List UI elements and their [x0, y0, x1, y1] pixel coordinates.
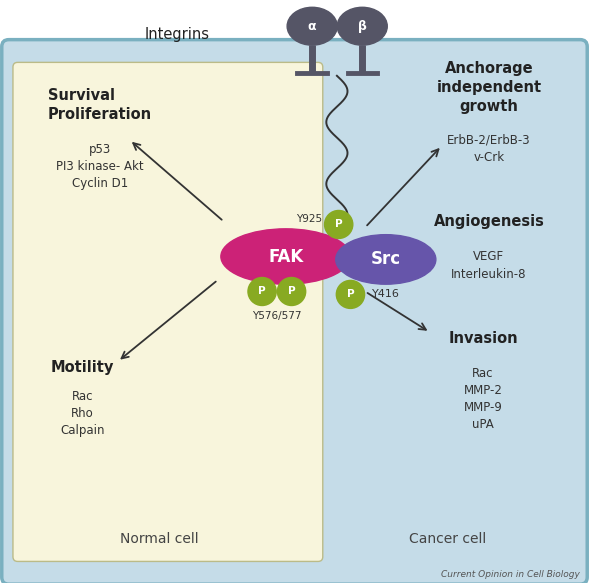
- Circle shape: [336, 280, 365, 308]
- Text: Invasion: Invasion: [448, 331, 518, 346]
- Text: α: α: [308, 20, 316, 33]
- Text: FAK: FAK: [268, 248, 303, 265]
- Text: P: P: [288, 286, 295, 297]
- Circle shape: [277, 278, 306, 305]
- FancyBboxPatch shape: [13, 62, 323, 561]
- FancyBboxPatch shape: [2, 40, 587, 583]
- Text: Angiogenesis: Angiogenesis: [434, 214, 544, 229]
- Text: Survival
Proliferation: Survival Proliferation: [48, 88, 152, 122]
- Text: Rac
MMP-2
MMP-9
uPA: Rac MMP-2 MMP-9 uPA: [464, 367, 502, 431]
- Text: Integrins: Integrins: [144, 27, 209, 43]
- Text: VEGF
Interleukin-8: VEGF Interleukin-8: [451, 250, 527, 281]
- Ellipse shape: [336, 235, 436, 284]
- Text: β: β: [358, 20, 367, 33]
- Text: Src: Src: [370, 251, 401, 268]
- Ellipse shape: [287, 7, 337, 45]
- Text: P: P: [259, 286, 266, 297]
- Ellipse shape: [221, 229, 350, 284]
- Text: P: P: [347, 289, 354, 300]
- Text: p53
PI3 kinase- Akt
Cyclin D1: p53 PI3 kinase- Akt Cyclin D1: [57, 143, 144, 189]
- Circle shape: [325, 210, 353, 238]
- Text: Rac
Rho
Calpain: Rac Rho Calpain: [60, 391, 105, 437]
- Text: ErbB-2/ErbB-3
v-Crk: ErbB-2/ErbB-3 v-Crk: [447, 133, 531, 164]
- Text: P: P: [335, 219, 342, 230]
- Text: Current Opinion in Cell Biology: Current Opinion in Cell Biology: [441, 570, 580, 579]
- Ellipse shape: [337, 7, 387, 45]
- Text: Cancer cell: Cancer cell: [409, 532, 487, 546]
- Text: Y925: Y925: [296, 213, 322, 224]
- Text: Motility: Motility: [51, 360, 114, 375]
- Text: Normal cell: Normal cell: [120, 532, 198, 546]
- Text: Anchorage
independent
growth: Anchorage independent growth: [436, 61, 541, 114]
- Text: Y416: Y416: [372, 289, 400, 300]
- Text: Y576/577: Y576/577: [252, 311, 302, 321]
- Circle shape: [248, 278, 276, 305]
